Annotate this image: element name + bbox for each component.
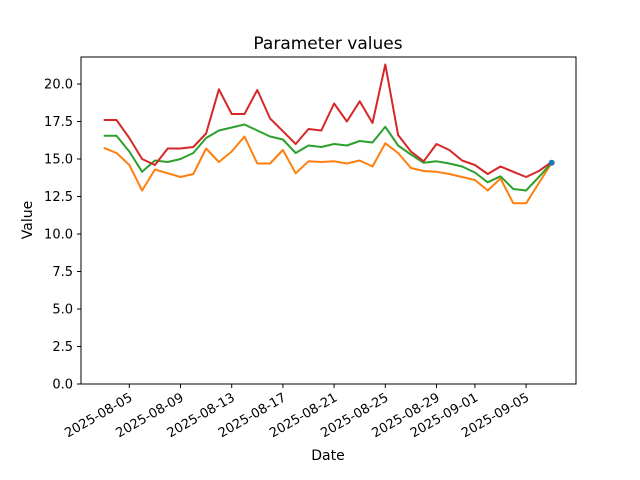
y-tick-label: 5.0: [52, 303, 73, 318]
y-tick-label: 17.5: [44, 115, 73, 130]
y-tick-label: 2.5: [52, 340, 73, 355]
series-green-line: [103, 123, 553, 192]
plot-lines: [103, 63, 555, 205]
y-tick-label: 0.0: [52, 378, 73, 393]
y-axis-ticks: 0.0 2.5 5.0 7.5 10.0 12.5 15.0 17.5 20.0: [44, 78, 81, 393]
series-red-line: [103, 63, 553, 178]
x-axis-label: Date: [311, 448, 344, 464]
endpoint-marker: [548, 159, 555, 166]
y-tick-label: 10.0: [44, 228, 73, 243]
chart-title: Parameter values: [253, 34, 402, 54]
y-tick-label: 20.0: [44, 78, 73, 93]
series-orange-line: [103, 135, 553, 205]
axes-frame: [80, 56, 577, 385]
y-tick-label: 15.0: [44, 153, 73, 168]
y-tick-label: 7.5: [52, 265, 73, 280]
y-axis-label: Value: [20, 201, 36, 239]
y-tick-label: 12.5: [44, 190, 73, 205]
